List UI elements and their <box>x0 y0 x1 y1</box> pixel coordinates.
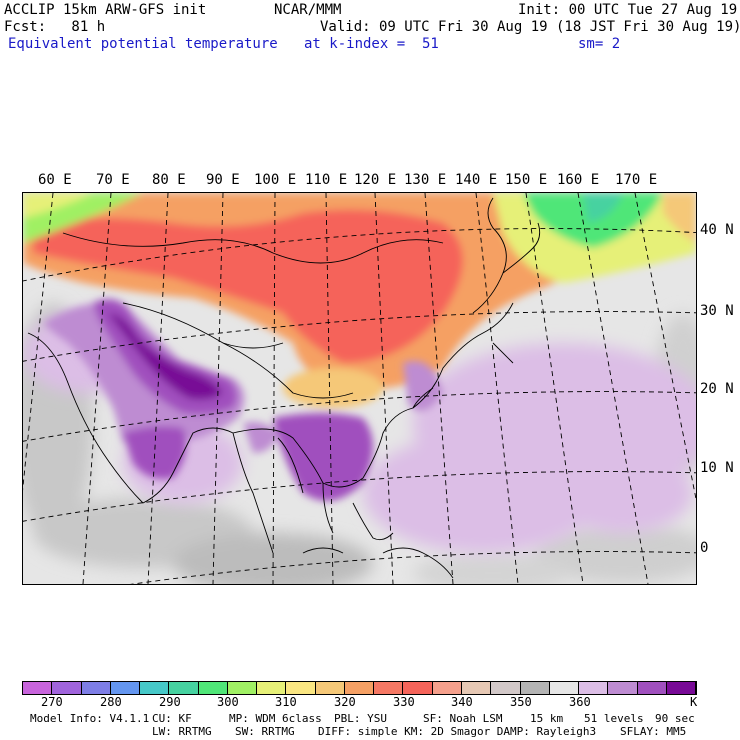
purple-region <box>43 299 443 501</box>
time-step: 90 sec <box>655 712 695 725</box>
lon-label: 150 E <box>505 172 548 188</box>
colorbar-swatch <box>432 682 462 694</box>
sf-scheme: SF: Noah LSM <box>423 712 503 725</box>
colorbar-swatch <box>227 682 258 694</box>
model-title: ACCLIP 15km ARW-GFS init <box>4 2 207 18</box>
colorbar-tick: 280 <box>100 695 122 709</box>
lon-label: 130 E <box>404 172 447 188</box>
colorbar <box>22 681 697 695</box>
lon-label: 160 E <box>557 172 600 188</box>
lon-label: 100 E <box>254 172 297 188</box>
sw-scheme: SW: RRTMG <box>235 725 295 738</box>
colorbar-tick: 310 <box>275 695 297 709</box>
colorbar-swatch <box>286 682 316 694</box>
lon-label: 110 E <box>305 172 348 188</box>
lat-label: 0 <box>700 540 709 556</box>
model-info: Model Info: V4.1.1 <box>30 712 150 725</box>
init-time: Init: 00 UTC Tue 27 Aug 19 <box>518 2 738 18</box>
lw-scheme: LW: RRTMG <box>152 725 212 738</box>
colorbar-tick: 300 <box>217 695 239 709</box>
smoothing-label: sm= 2 <box>578 36 621 52</box>
colorbar-swatch <box>374 682 404 694</box>
colorbar-swatch <box>52 682 82 694</box>
colorbar-tick: 270 <box>41 695 63 709</box>
sflay-scheme: SFLAY: MM5 <box>620 725 687 738</box>
colorbar-swatch <box>198 682 228 694</box>
lon-label: 90 E <box>206 172 240 188</box>
lat-label: 20 N <box>700 381 734 397</box>
level-label: at k-index = 51 <box>304 36 439 52</box>
colorbar-swatch <box>403 682 433 694</box>
colorbar-swatch <box>549 682 580 694</box>
colorbar-tick: 340 <box>451 695 473 709</box>
colorbar-tick: 330 <box>393 695 415 709</box>
colorbar-unit: K <box>690 695 698 709</box>
colorbar-swatch <box>579 682 609 694</box>
lon-label: 60 E <box>38 172 72 188</box>
map-field <box>23 193 696 584</box>
cu-scheme: CU: KF <box>152 712 192 725</box>
graticule <box>23 193 696 584</box>
colorbar-swatch <box>140 682 170 694</box>
map-panel <box>22 192 697 585</box>
lon-label: 80 E <box>152 172 186 188</box>
colorbar-swatch <box>315 682 345 694</box>
diff-scheme: DIFF: simple KM: 2D Smagor DAMP: Rayleig… <box>318 725 597 738</box>
lon-label: 140 E <box>455 172 498 188</box>
lat-label: 40 N <box>700 222 734 238</box>
colorbar-tick: 360 <box>569 695 591 709</box>
colorbar-tick: 320 <box>334 695 356 709</box>
colorbar-swatch <box>461 682 492 694</box>
colorbar-swatch <box>169 682 199 694</box>
colorbar-swatch <box>110 682 141 694</box>
colorbar-swatch <box>608 682 638 694</box>
colorbar-swatch <box>23 682 53 694</box>
colorbar-tick: 350 <box>510 695 532 709</box>
field-name: Equivalent potential temperature <box>8 36 278 52</box>
forecast-hour: Fcst: 81 h <box>4 19 106 35</box>
colorbar-swatch <box>520 682 550 694</box>
colorbar-tick: 290 <box>159 695 181 709</box>
lat-label: 10 N <box>700 460 734 476</box>
coastlines <box>27 197 541 579</box>
vertical-levels: 51 levels <box>584 712 644 725</box>
lon-label: 170 E <box>615 172 658 188</box>
resolution: 15 km <box>530 712 564 725</box>
colorbar-swatch <box>491 682 521 694</box>
mp-scheme: MP: WDM 6class <box>229 712 322 725</box>
org-label: NCAR/MMM <box>274 2 342 18</box>
colorbar-swatch <box>344 682 375 694</box>
colorbar-swatch <box>666 682 697 694</box>
valid-time: Valid: 09 UTC Fri 30 Aug 19 (18 JST Fri … <box>320 19 740 35</box>
lat-label: 30 N <box>700 303 734 319</box>
colorbar-swatch <box>637 682 667 694</box>
lon-label: 120 E <box>354 172 397 188</box>
colorbar-swatch <box>81 682 111 694</box>
lon-label: 70 E <box>96 172 130 188</box>
colorbar-swatch <box>257 682 287 694</box>
pbl-scheme: PBL: YSU <box>334 712 387 725</box>
